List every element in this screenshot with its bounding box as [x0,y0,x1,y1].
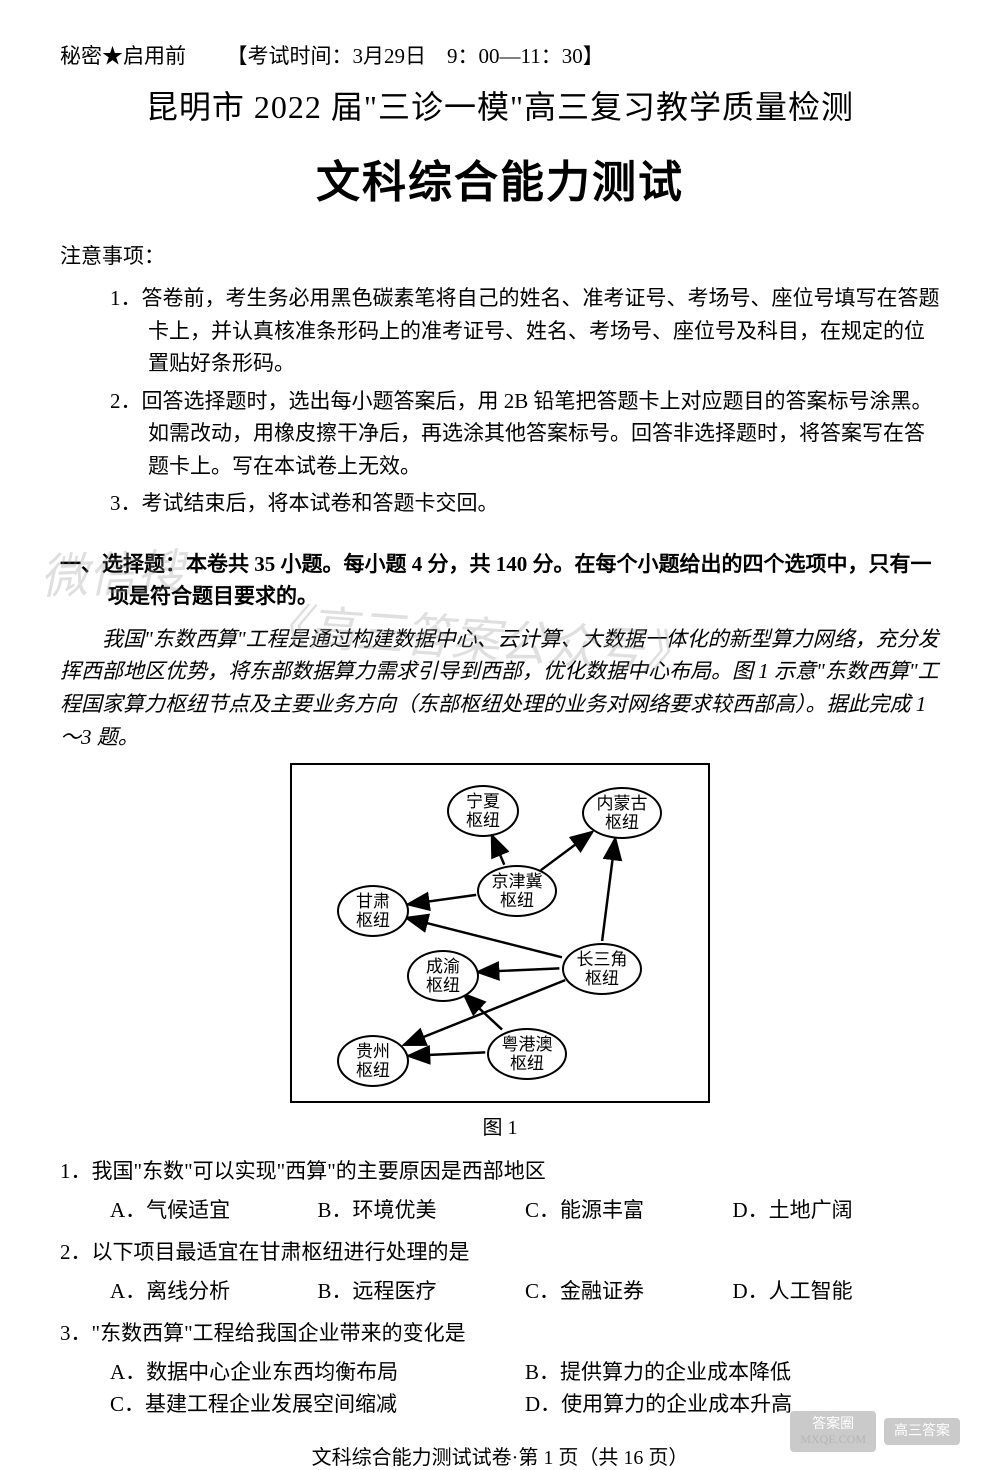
question-1-text: 1．我国"东数"可以实现"西算"的主要原因是西部地区 [60,1155,940,1188]
notice-item-3: 3．考试结束后，将本试卷和答题卡交回。 [110,487,940,520]
q2-option-c: C．金融证券 [525,1275,733,1308]
section-header: 一、选择题：本卷共 35 小题。每小题 4 分，共 140 分。在每个小题给出的… [60,548,940,613]
watermark-badge-1: 答案圈 MXQE.COM [790,1411,876,1452]
node-guizhou: 贵州枢纽 [337,1035,409,1087]
notice-item-1: 1．答卷前，考生务必用黑色碳素笔将自己的姓名、准考证号、考场号、座位号填写在答题… [110,282,940,380]
notice-item-2: 2．回答选择题时，选出每小题答案后，用 2B 铅笔把答题卡上对应题目的答案标号涂… [110,385,940,483]
q3-option-a: A．数据中心企业东西均衡布局 [110,1356,525,1389]
q1-option-a: A．气候适宜 [110,1194,318,1227]
passage-text: 我国"东数西算"工程是通过构建数据中心、云计算、大数据一体化的新型算力网络，充分… [60,623,940,753]
question-2-text: 2．以下项目最适宜在甘肃枢纽进行处理的是 [60,1236,940,1269]
node-gansu: 甘肃枢纽 [337,885,409,937]
q3-option-c: C．基建工程企业发展空间缩减 [110,1388,525,1421]
notice-header: 注意事项： [60,240,940,270]
question-1-options: A．气候适宜 B．环境优美 C．能源丰富 D．土地广阔 [60,1194,940,1227]
diagram-container: 宁夏枢纽 内蒙古枢纽甘肃枢纽 京津冀枢纽成渝枢纽 长三角枢纽贵州枢纽 粤港澳枢纽 [290,763,710,1103]
node-ningxia: 宁夏枢纽 [447,785,519,837]
node-changsanjiao: 长三角枢纽 [562,943,642,995]
node-jingjinji: 京津冀枢纽 [477,865,557,917]
question-1: 1．我国"东数"可以实现"西算"的主要原因是西部地区 A．气候适宜 B．环境优美… [60,1155,940,1226]
q3-option-b: B．提供算力的企业成本降低 [525,1356,940,1389]
node-yuegangao: 粤港澳枢纽 [487,1028,567,1080]
question-2: 2．以下项目最适宜在甘肃枢纽进行处理的是 A．离线分析 B．远程医疗 C．金融证… [60,1236,940,1307]
node-chengyu: 成渝枢纽 [407,950,479,1002]
q1-option-c: C．能源丰富 [525,1194,733,1227]
watermark-badge-2: 高三答案 [884,1418,960,1445]
question-2-options: A．离线分析 B．远程医疗 C．金融证券 D．人工智能 [60,1275,940,1308]
q1-option-b: B．环境优美 [318,1194,526,1227]
q2-option-d: D．人工智能 [733,1275,941,1308]
watermark-bottom: 答案圈 MXQE.COM 高三答案 [790,1411,960,1452]
question-3: 3．"东数西算"工程给我国企业带来的变化是 A．数据中心企业东西均衡布局 B．提… [60,1317,940,1421]
diagram-caption: 图 1 [60,1111,940,1140]
notice-list: 1．答卷前，考生务必用黑色碳素笔将自己的姓名、准考证号、考场号、座位号填写在答题… [60,282,940,520]
exam-title-line1: 昆明市 2022 届"三诊一模"高三复习教学质量检测 [60,82,940,128]
header-line: 秘密★启用前 【考试时间：3月29日 9：00—11：30】 [60,40,940,70]
secret-label: 秘密★启用前 [60,44,186,68]
exam-title-line2: 文科综合能力测试 [60,146,940,210]
q2-option-a: A．离线分析 [110,1275,318,1308]
q1-option-d: D．土地广阔 [733,1194,941,1227]
exam-time: 【考试时间：3月29日 9：00—11：30】 [227,44,604,68]
node-neimeng: 内蒙古枢纽 [582,787,662,839]
question-3-text: 3．"东数西算"工程给我国企业带来的变化是 [60,1317,940,1350]
q2-option-b: B．远程医疗 [318,1275,526,1308]
